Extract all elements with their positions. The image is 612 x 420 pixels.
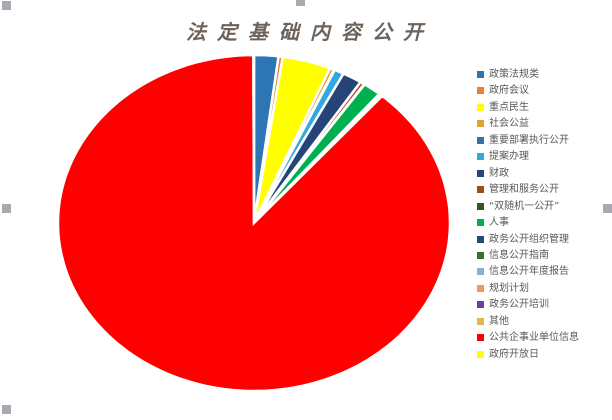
legend-label: 公共企事业单位信息	[489, 332, 579, 344]
legend-label: 管理和服务公开	[489, 184, 559, 196]
legend-swatch-icon	[477, 87, 484, 95]
legend-label: 规划计划	[489, 282, 529, 294]
legend-item-16[interactable]: 其他	[477, 315, 509, 328]
legend-swatch-icon	[477, 219, 484, 227]
legend-swatch-icon	[477, 169, 484, 177]
legend-label: 信息公开年度报告	[489, 266, 569, 278]
legend-label: 重要部署执行公开	[489, 134, 569, 146]
legend-swatch-icon	[477, 186, 484, 194]
legend-swatch-icon	[477, 334, 484, 342]
legend-label: 人事	[489, 217, 509, 229]
legend-item-17[interactable]: 公共企事业单位信息	[477, 331, 579, 344]
legend-item-12[interactable]: 信息公开指南	[477, 249, 549, 262]
legend-swatch-icon	[477, 136, 484, 144]
legend-label: 财政	[489, 167, 509, 179]
legend-item-8[interactable]: 管理和服务公开	[477, 183, 559, 196]
legend-item-11[interactable]: 政务公开组织管理	[477, 233, 569, 246]
chart-title[interactable]: 法定基础内容公开	[186, 20, 434, 44]
legend-item-9[interactable]: “双随机一公开”	[477, 200, 559, 213]
legend-item-15[interactable]: 政务公开培训	[477, 298, 549, 311]
selection-handle-bottom-left[interactable]	[2, 405, 11, 414]
legend-label: “双随机一公开”	[489, 200, 560, 212]
legend-swatch-icon	[477, 284, 484, 292]
legend-label: 重点民生	[489, 101, 529, 113]
selection-handle-top-left[interactable]	[2, 1, 11, 10]
selection-handle-left-middle[interactable]	[2, 204, 11, 213]
legend-swatch-icon	[477, 202, 484, 210]
legend-label: 提案办理	[489, 151, 529, 163]
pie-slice-18[interactable]	[252, 53, 256, 224]
legend-label: 政府会议	[489, 85, 529, 97]
legend-item-2[interactable]: 政府会议	[477, 84, 529, 97]
legend-label: 社会公益	[489, 118, 529, 130]
selection-handle-right-middle[interactable]	[603, 204, 612, 213]
legend-item-1[interactable]: 政策法规类	[477, 68, 539, 81]
legend-swatch-icon	[477, 350, 484, 358]
legend-swatch-icon	[477, 251, 484, 259]
legend-item-4[interactable]: 社会公益	[477, 117, 529, 130]
legend-item-18[interactable]: 政府开放日	[477, 348, 539, 361]
legend-label: 政策法规类	[489, 69, 539, 80]
legend-swatch-icon	[477, 153, 484, 161]
legend-swatch-icon	[477, 103, 484, 111]
legend-swatch-icon	[477, 268, 484, 276]
legend-item-10[interactable]: 人事	[477, 216, 509, 229]
legend-item-14[interactable]: 规划计划	[477, 282, 529, 295]
legend-label: 信息公开指南	[489, 249, 549, 261]
legend-item-13[interactable]: 信息公开年度报告	[477, 265, 569, 278]
legend-label: 其他	[489, 315, 509, 327]
legend-swatch-icon	[477, 317, 484, 325]
legend-label: 政务公开培训	[489, 299, 549, 311]
legend-swatch-icon	[477, 71, 484, 78]
legend-item-5[interactable]: 重要部署执行公开	[477, 134, 569, 147]
legend-swatch-icon	[477, 301, 484, 309]
selection-handle-top-middle[interactable]	[296, 0, 305, 6]
legend-swatch-icon	[477, 120, 484, 128]
legend-item-6[interactable]: 提案办理	[477, 150, 529, 163]
pie-slice-3[interactable]	[252, 55, 332, 224]
legend-item-3[interactable]: 重点民生	[477, 101, 529, 114]
legend-swatch-icon	[477, 235, 484, 243]
legend-label: 政府开放日	[489, 348, 539, 360]
legend-label: 政务公开组织管理	[489, 233, 569, 245]
legend-item-7[interactable]: 财政	[477, 167, 509, 180]
